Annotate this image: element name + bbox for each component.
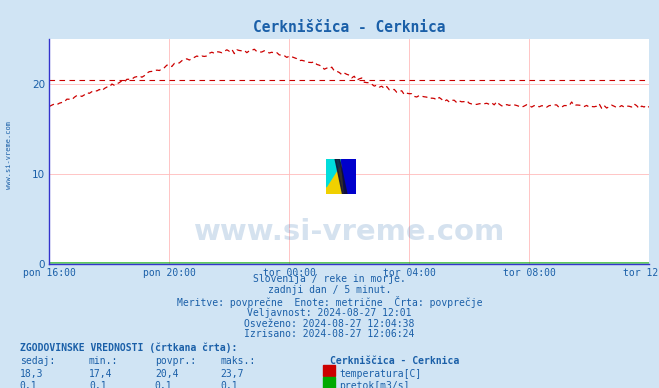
Title: Cerkniščica - Cerknica: Cerkniščica - Cerknica	[253, 20, 445, 35]
Text: Meritve: povprečne  Enote: metrične  Črta: povprečje: Meritve: povprečne Enote: metrične Črta:…	[177, 296, 482, 308]
Text: 0,1: 0,1	[221, 381, 239, 388]
Text: min.:: min.:	[89, 356, 119, 366]
Text: www.si-vreme.com: www.si-vreme.com	[5, 121, 12, 189]
Text: sedaj:: sedaj:	[20, 356, 55, 366]
Text: Veljavnost: 2024-08-27 12:01: Veljavnost: 2024-08-27 12:01	[247, 308, 412, 318]
Polygon shape	[326, 159, 344, 187]
Text: 0,1: 0,1	[20, 381, 38, 388]
Text: www.si-vreme.com: www.si-vreme.com	[194, 218, 505, 246]
Text: povpr.:: povpr.:	[155, 356, 196, 366]
Polygon shape	[335, 159, 347, 194]
Text: 0,1: 0,1	[155, 381, 173, 388]
Text: Slovenija / reke in morje.: Slovenija / reke in morje.	[253, 274, 406, 284]
Text: Cerkniščica - Cerknica: Cerkniščica - Cerknica	[330, 356, 459, 366]
Text: zadnji dan / 5 minut.: zadnji dan / 5 minut.	[268, 285, 391, 295]
Text: 20,4: 20,4	[155, 369, 179, 379]
Text: temperatura[C]: temperatura[C]	[339, 369, 422, 379]
Text: ZGODOVINSKE VREDNOSTI (črtkana črta):: ZGODOVINSKE VREDNOSTI (črtkana črta):	[20, 342, 237, 353]
Text: 0,1: 0,1	[89, 381, 107, 388]
Text: maks.:: maks.:	[221, 356, 256, 366]
Text: 17,4: 17,4	[89, 369, 113, 379]
Text: Osveženo: 2024-08-27 12:04:38: Osveženo: 2024-08-27 12:04:38	[244, 319, 415, 329]
Text: 23,7: 23,7	[221, 369, 244, 379]
Text: 18,3: 18,3	[20, 369, 43, 379]
Text: pretok[m3/s]: pretok[m3/s]	[339, 381, 410, 388]
Polygon shape	[341, 159, 356, 194]
Text: Izrisano: 2024-08-27 12:06:24: Izrisano: 2024-08-27 12:06:24	[244, 329, 415, 340]
